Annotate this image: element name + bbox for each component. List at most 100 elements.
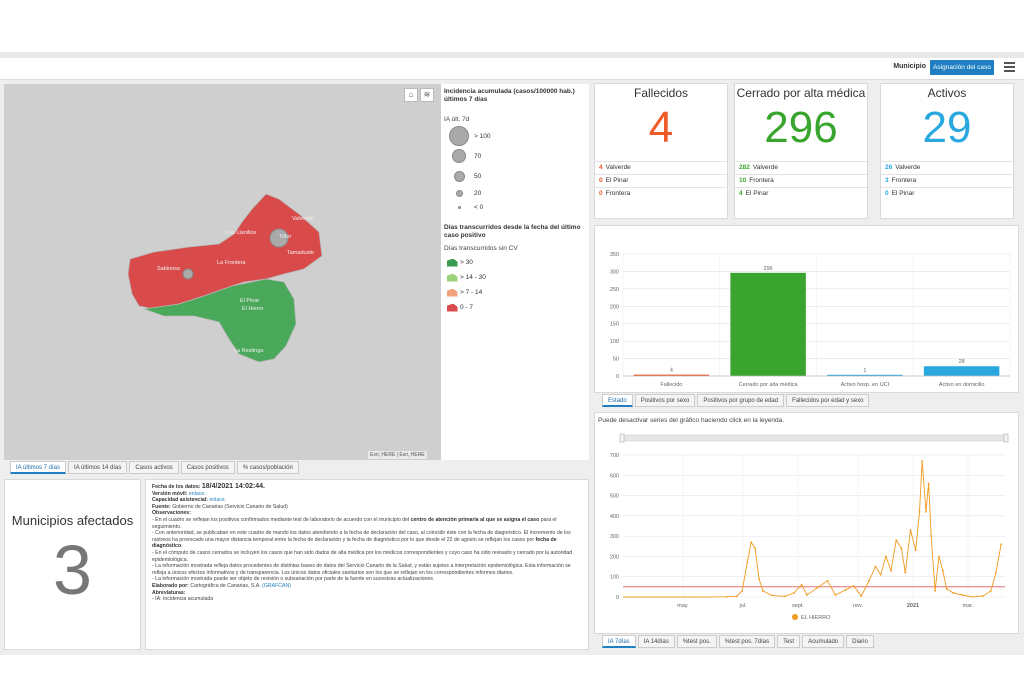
series-point (758, 577, 760, 580)
x-tick-label: mar. (963, 603, 974, 609)
evolution-chart-card: Puede desactivar series del gráfico haci… (594, 412, 1019, 634)
map-label-sabinosa: Sabinosa (157, 266, 181, 272)
tab-porcentaje-poblacion[interactable]: % casos/población (236, 461, 299, 474)
tab-positivos-sexo[interactable]: Positivos por sexo (634, 394, 696, 407)
y-tick-label: 300 (610, 269, 619, 275)
series-point (952, 592, 955, 594)
layers-icon[interactable]: ≋ (420, 88, 434, 102)
map-ia-circle-valverde (269, 228, 289, 248)
x-tick-label: sept. (792, 603, 804, 609)
tab-acumulado[interactable]: Acumulado (802, 635, 845, 648)
tab-test[interactable]: Test (777, 635, 801, 648)
municipios-title: Municipios afectados (11, 513, 134, 528)
series-point (852, 584, 855, 587)
map-view[interactable]: Valverde Los Llanillos Tiñor Tamaduste L… (4, 84, 441, 460)
series-point (995, 571, 997, 574)
map-label-el-pinar: El Pinar (240, 298, 259, 304)
series-point (909, 529, 912, 531)
y-tick-label: 350 (610, 252, 619, 258)
series-point (934, 590, 936, 592)
tab-ia-7[interactable]: IA últimos 7 días (10, 461, 67, 474)
y-tick-label: 700 (610, 453, 619, 459)
series-point (783, 595, 786, 598)
series-point (826, 579, 829, 582)
series-point (800, 583, 803, 586)
series-point (754, 547, 756, 550)
fecha-value: 18/4/2021 14:02:44. (201, 483, 265, 490)
series-point (860, 595, 863, 597)
series-point (914, 549, 917, 552)
map-ia-circle-frontera (182, 268, 194, 280)
circle-icon (457, 205, 461, 209)
home-icon[interactable]: ⌂ (404, 88, 418, 102)
capacidad-link[interactable]: enlace. (209, 497, 227, 504)
line-chart-tabs: IA 7días IA 14días %test pos. %test pos.… (602, 635, 874, 648)
x-tick-label: nov. (853, 603, 863, 609)
map-label-tinor: Tiñor (279, 234, 291, 240)
asignacion-button[interactable]: Asignación del caso (930, 60, 994, 75)
y-tick-label: 100 (610, 575, 619, 581)
circle-icon (455, 189, 463, 197)
map-region-el-pinar[interactable] (143, 278, 297, 363)
series-point (741, 590, 744, 592)
legend-class: 0 - 7 (444, 300, 586, 315)
y-tick-label: 150 (610, 322, 619, 328)
stat-value: 29 (922, 103, 972, 152)
tab-test-pos[interactable]: %test pos. (676, 635, 717, 648)
series-point (925, 510, 927, 513)
tab-ia-14[interactable]: IA últimos 14 días (68, 461, 128, 474)
tab-positivos-edad[interactable]: Positivos por grupo de edad (697, 394, 785, 407)
map-label-valverde: Valverde (292, 216, 313, 222)
estado-chart-card: 0 50 100 150 200 250 300 350 4 Fallecido 296 Cerrad… (594, 225, 1019, 393)
tab-ia-14dias[interactable]: IA 14días (637, 635, 675, 648)
movil-link[interactable]: enlace. (188, 490, 206, 497)
legend-class: > 14 - 30 (444, 270, 586, 285)
menu-icon[interactable] (1004, 62, 1015, 72)
y-tick-label: 600 (610, 473, 619, 479)
series-point (879, 573, 882, 576)
tab-test-pos-7[interactable]: %test pos. 7días (718, 635, 776, 648)
tab-fallecidos-edad-sexo[interactable]: Fallecidos por edad y sexo (786, 394, 870, 407)
series-point (904, 571, 907, 574)
tab-casos-positivos[interactable]: Casos positivos (180, 461, 235, 474)
stat-card-activos: Activos 29 26 Valverde 3 Frontera 0 El Pina… (880, 83, 1014, 219)
circle-icon (453, 170, 465, 182)
series-point (895, 539, 898, 542)
series-point (900, 547, 903, 550)
series-point (771, 594, 773, 597)
tab-estado[interactable]: Estado (602, 394, 633, 407)
y-tick-label: 300 (610, 534, 619, 540)
bar (633, 374, 710, 376)
municipio-label[interactable]: Municipio (893, 63, 926, 70)
chart-note: Puede desactivar series del gráfico haci… (598, 417, 785, 424)
tab-casos-activos[interactable]: Casos activos (129, 461, 179, 474)
bar-value-label: 28 (959, 359, 965, 365)
legend-sub-days: Días transcurridos sin CV (444, 245, 518, 252)
series-point (945, 587, 948, 590)
series-point (793, 592, 795, 594)
map-legend: Incidencia acumulada (casos/100000 hab.)… (441, 84, 589, 460)
evolution-line-chart: 0 100 200 300 400 500 600 700 may. jul. sept. nov. 2… (610, 433, 1009, 621)
bar (730, 272, 806, 376)
top-whitespace (0, 0, 1024, 52)
tab-ia-7dias[interactable]: IA 7días (602, 635, 636, 648)
map-label-el-hierro: El Hierro (242, 306, 263, 312)
legend-sub-ia: IA últ. 7d (444, 116, 470, 123)
legend-item: 50 (444, 166, 586, 186)
circle-icon (452, 149, 466, 163)
legend-title-days: Días transcurridos desde la fecha del úl… (444, 224, 581, 239)
bar-chart-tabs: Estado Positivos por sexo Positivos por … (602, 394, 870, 407)
grafcan-link[interactable]: (GRAFCAN) (262, 582, 291, 589)
series-point (989, 590, 992, 592)
x-tick-label: 2021 (907, 603, 919, 609)
series-point (868, 579, 870, 582)
header-bar (0, 58, 1024, 80)
estado-bar-chart: 0 50 100 150 200 250 300 350 4 Fallecido 296 Cerrad… (610, 252, 1011, 388)
legend-item: > 100 (444, 126, 586, 146)
y-tick-label: 400 (610, 514, 619, 520)
map-label-tamaduste: Tamaduste (287, 250, 314, 256)
series-point (746, 561, 749, 564)
series-point (805, 594, 808, 596)
tab-diario[interactable]: Diario (846, 635, 874, 648)
x-tick-label: may. (677, 603, 689, 609)
